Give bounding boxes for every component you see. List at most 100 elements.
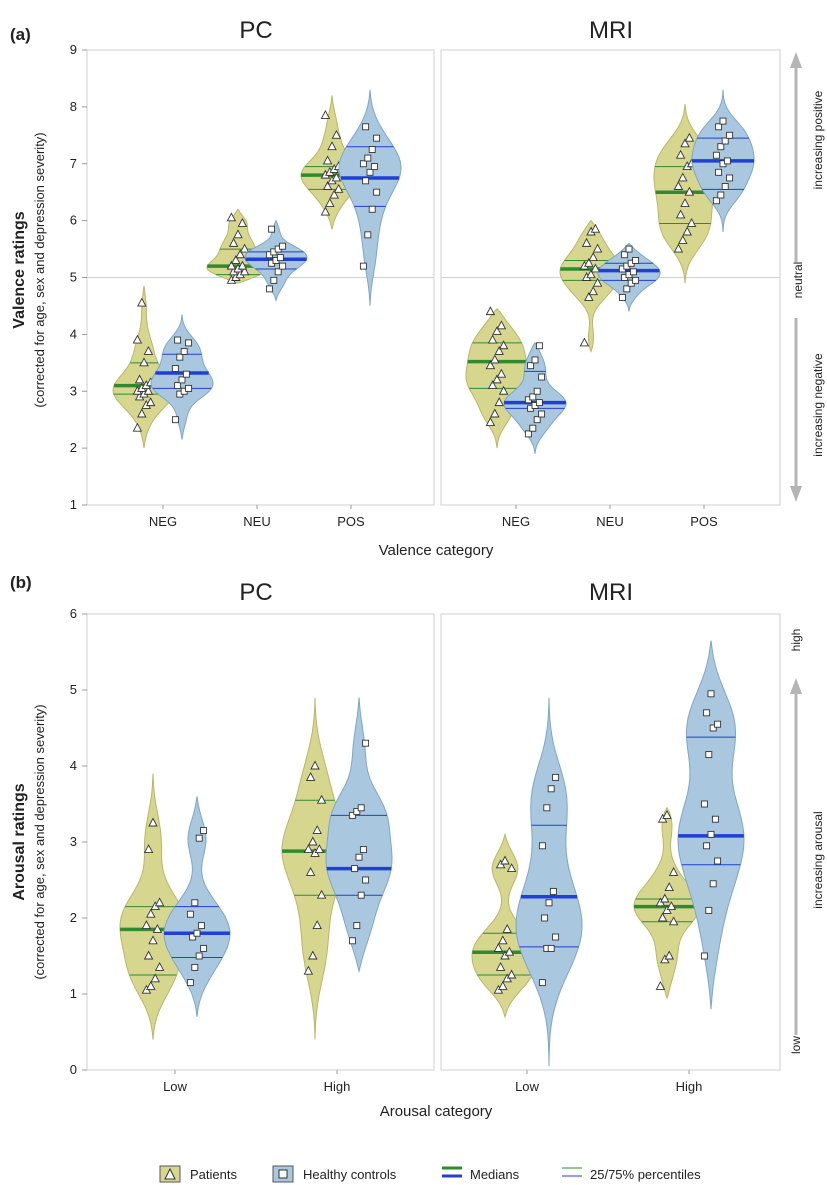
- patient-data-point: [308, 836, 318, 846]
- control-data-point: [355, 853, 363, 861]
- legend-item-percentiles: 25/75% percentiles: [562, 1167, 701, 1182]
- control-data-point: [348, 811, 356, 819]
- patient-data-point: [228, 237, 239, 247]
- control-data-point: [700, 952, 708, 960]
- panel-title-valence-pc: PC: [239, 17, 272, 44]
- control-data-point: [197, 922, 205, 930]
- control-data-point: [629, 268, 637, 276]
- patient-data-point: [303, 965, 314, 975]
- control-data-point: [700, 800, 708, 808]
- patient-data-point: [586, 269, 596, 279]
- x-tick-label: Low: [163, 1079, 187, 1094]
- patient-data-point: [331, 129, 342, 139]
- patient-data-point: [496, 368, 507, 378]
- legend-item-controls: Healthy controls: [272, 1165, 397, 1183]
- panel-label-a: (a): [10, 25, 31, 44]
- patient-data-point: [312, 920, 322, 930]
- control-data-point: [359, 846, 367, 854]
- legend: Patients Healthy controls Medians 25/75%…: [159, 1165, 701, 1183]
- patient-data-point: [152, 923, 163, 933]
- arousal-mri-plot: Low High: [440, 613, 781, 1094]
- valence-mri-plot: NEG NEU POS: [440, 49, 781, 529]
- control-data-point: [359, 262, 367, 270]
- arousal-side-annotation: high increasing arousal low: [789, 629, 825, 1054]
- patient-data-point: [308, 950, 318, 960]
- patient-data-point: [495, 961, 506, 971]
- y-axis-label-arousal: Arousal ratings: [11, 783, 28, 900]
- control-data-point: [195, 834, 203, 842]
- control-data-point: [364, 231, 372, 239]
- control-data-point: [707, 690, 715, 698]
- violin-patients-high: [281, 697, 349, 1040]
- patient-data-point: [502, 923, 512, 933]
- patient-data-point: [590, 223, 601, 233]
- patient-data-point: [305, 866, 316, 876]
- patient-data-point: [680, 138, 690, 148]
- patient-data-point: [498, 340, 509, 350]
- x-axis-label-arousal: Arousal category: [380, 1103, 493, 1120]
- patient-data-point: [675, 149, 686, 159]
- control-data-point: [705, 906, 713, 914]
- patient-data-point: [506, 969, 517, 979]
- control-data-point: [535, 399, 543, 407]
- control-data-point: [368, 146, 376, 153]
- violin-controls-high: [677, 640, 745, 1010]
- x-tick-label: Low: [515, 1079, 539, 1094]
- patient-data-point: [148, 935, 158, 945]
- patient-data-point: [137, 408, 147, 418]
- patient-data-point: [504, 946, 515, 956]
- control-data-point: [632, 256, 640, 264]
- control-data-point: [541, 914, 549, 922]
- control-data-point: [538, 373, 546, 381]
- side-label-increasing-positive: increasing positive: [811, 90, 825, 189]
- control-data-point: [543, 804, 551, 812]
- patient-data-point: [237, 218, 248, 227]
- patient-data-point: [322, 181, 333, 190]
- patient-data-point: [231, 254, 241, 264]
- patient-data-point: [333, 183, 344, 193]
- patient-data-point: [592, 277, 603, 287]
- control-data-point: [353, 808, 361, 816]
- valence-pc-plot: 1 2 3 4 5 6 7 8 9 NEG NEU POS: [70, 42, 435, 529]
- legend-label-percentiles: 25/75% percentiles: [590, 1167, 701, 1182]
- y-tick-label: 5: [70, 270, 77, 285]
- patient-data-point: [581, 237, 592, 247]
- patient-data-point: [657, 912, 668, 922]
- patient-data-point: [498, 980, 508, 990]
- y-tick-label: 2: [70, 440, 77, 455]
- patient-data-point: [678, 172, 688, 182]
- control-data-point: [625, 245, 633, 253]
- patient-data-point: [487, 334, 498, 344]
- violin-controls-low: [515, 697, 583, 1067]
- x-tick-label: NEU: [243, 514, 270, 529]
- patient-data-point: [666, 901, 677, 911]
- control-data-point: [200, 827, 208, 835]
- patient-data-point: [673, 181, 684, 190]
- square-marker-icon: [278, 1169, 288, 1179]
- y-tick-label: 6: [70, 606, 77, 621]
- y-tick-label: 3: [70, 383, 77, 398]
- patient-data-point: [305, 771, 316, 781]
- control-data-point: [268, 225, 276, 233]
- patient-data-point: [668, 916, 679, 926]
- control-data-point: [703, 709, 711, 717]
- y-tick-label: 7: [70, 156, 77, 171]
- patient-data-point: [590, 263, 601, 273]
- patient-data-point: [233, 229, 243, 239]
- legend-item-medians: Medians: [442, 1166, 520, 1182]
- y-axis-sublabel-arousal: (corrected for age, sex and depression s…: [32, 704, 47, 979]
- control-data-point: [357, 891, 365, 899]
- control-data-point: [524, 430, 532, 438]
- side-label-neutral: neutral: [791, 262, 805, 299]
- control-data-point: [373, 188, 381, 196]
- triangle-marker-icon: [164, 1167, 176, 1180]
- control-data-point: [715, 123, 723, 131]
- valence-side-annotation: increasing positive neutral increasing n…: [790, 52, 825, 502]
- control-data-point: [726, 174, 734, 182]
- control-data-point: [265, 285, 273, 293]
- legend-label-patients: Patients: [190, 1167, 237, 1182]
- patient-data-point: [237, 260, 248, 270]
- y-axis-sublabel-valence: (corrected for age, sex and depression s…: [32, 132, 47, 407]
- patient-data-point: [331, 172, 342, 182]
- patient-data-point: [664, 950, 674, 960]
